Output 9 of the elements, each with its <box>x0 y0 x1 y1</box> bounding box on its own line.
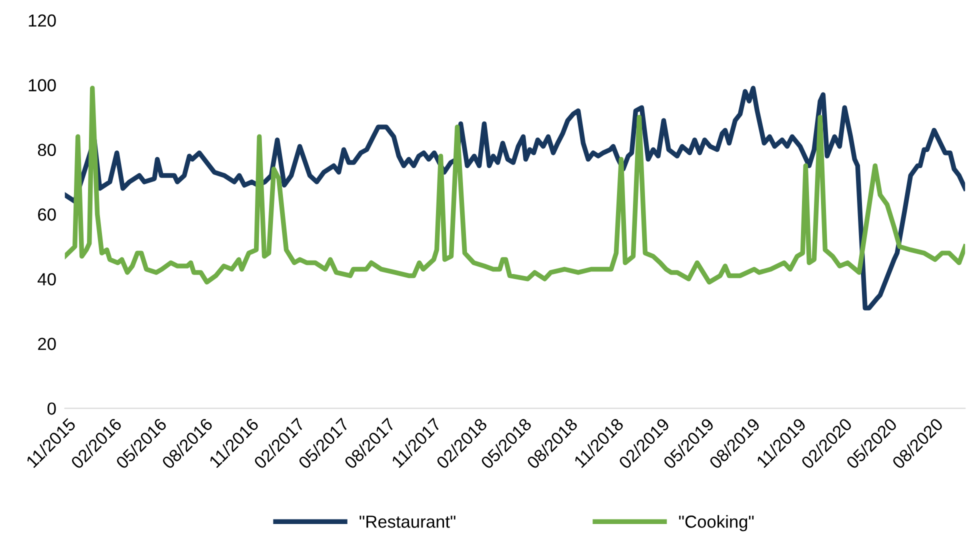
y-tick-label: 20 <box>38 338 56 350</box>
y-tick-label: 100 <box>28 79 56 92</box>
y-tick-label: 40 <box>38 273 56 286</box>
legend-label: "Cooking" <box>679 515 754 532</box>
legend-label: "Restaurant" <box>360 516 456 528</box>
y-tick-label: 80 <box>38 144 56 156</box>
y-tick-label: 120 <box>28 14 56 27</box>
y-tick-label: 60 <box>38 208 56 221</box>
y-tick-label: 0 <box>48 402 56 415</box>
